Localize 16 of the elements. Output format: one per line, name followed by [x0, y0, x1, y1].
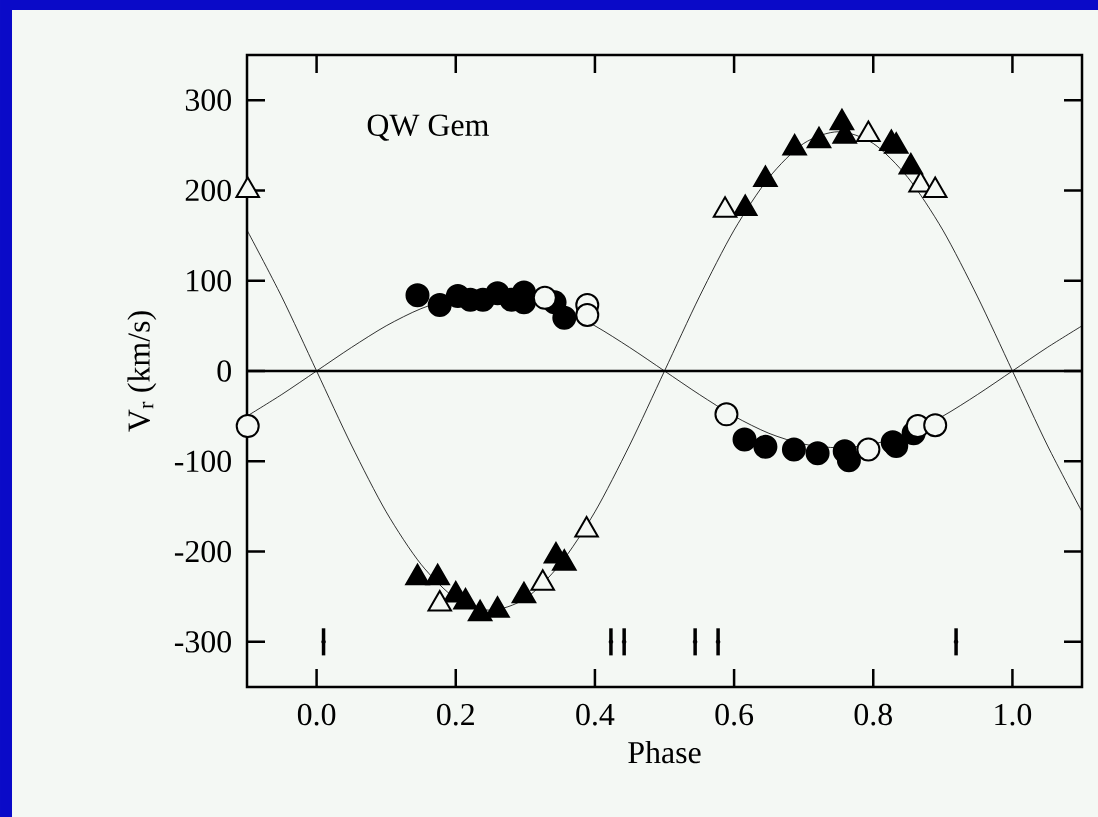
x-tick-label: 0.0	[297, 703, 336, 726]
y-tick-label: 200	[185, 179, 231, 202]
x-tick-label: 0.6	[715, 703, 754, 726]
x-axis-title: Phase	[628, 740, 701, 764]
y-tick-label: -100	[174, 450, 231, 473]
y-tick-label: -300	[174, 631, 231, 653]
x-tick-label: 0.4	[576, 703, 615, 726]
y-axis-title: V$_{r}$ (km/s)	[127, 311, 157, 432]
y-tick-label: 0	[217, 360, 231, 382]
text: QW Gem	[367, 114, 489, 141]
x-tick-label: 1.0	[995, 703, 1032, 726]
y-tick-label: 300	[185, 89, 231, 111]
x-tick-label: 0.8	[854, 703, 892, 726]
y-tick-label: -200	[174, 540, 231, 563]
x-tick-label: 0.2	[437, 703, 474, 726]
y-tick-label: 100	[187, 269, 231, 292]
